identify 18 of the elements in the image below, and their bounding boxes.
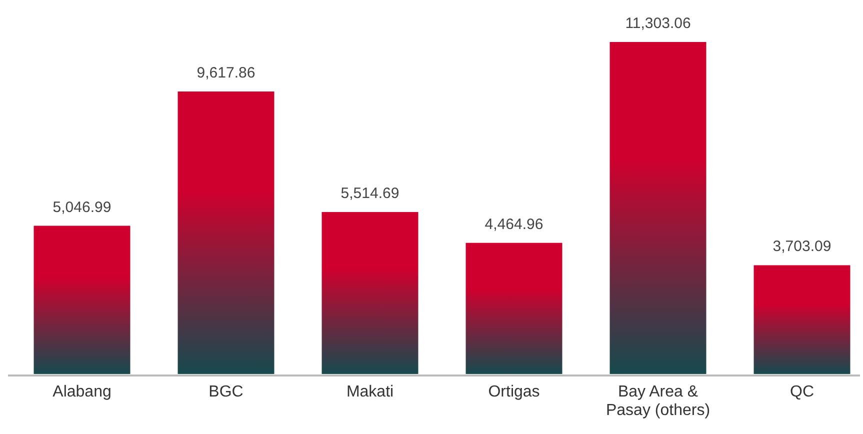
x-tick-label: Bay Area & Pasay (others) — [606, 384, 710, 419]
bar — [466, 242, 562, 374]
data-label: 5,514.69 — [340, 185, 400, 202]
bar — [322, 212, 418, 374]
bar — [754, 265, 850, 374]
x-tick-label: Alabang — [52, 384, 112, 401]
x-tick-label: BGC — [208, 384, 244, 401]
bar — [178, 92, 274, 374]
data-label: 11,303.06 — [625, 15, 691, 32]
data-label: 3,703.09 — [772, 238, 832, 256]
bar — [610, 42, 706, 374]
data-label: 9,617.86 — [196, 64, 256, 82]
data-label: 5,046.99 — [52, 198, 112, 216]
bar — [34, 226, 130, 374]
data-label: 4,464.96 — [484, 216, 544, 233]
x-tick-label: Ortigas — [488, 384, 540, 401]
x-tick-label: QC — [790, 384, 814, 401]
x-tick-label: Makati — [346, 384, 394, 401]
